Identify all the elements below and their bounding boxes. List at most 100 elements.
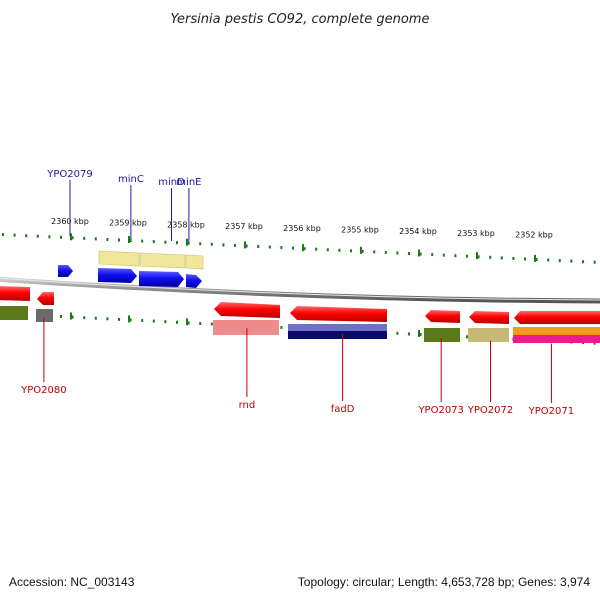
scale-tick-label: 2356 kbp bbox=[283, 224, 321, 233]
scale-major-tick bbox=[534, 254, 536, 262]
cds-rnd[interactable] bbox=[213, 320, 279, 335]
gene-label-ypo2071[interactable]: YPO2071 bbox=[528, 406, 574, 417]
scale-dot bbox=[176, 320, 178, 324]
scale-dot bbox=[350, 249, 352, 253]
scale-major-tick bbox=[128, 315, 130, 323]
scale-dot bbox=[535, 258, 538, 261]
gene-label-ypo2072[interactable]: YPO2072 bbox=[467, 405, 513, 416]
gene-ypo2080[interactable] bbox=[37, 292, 54, 305]
cds-ypo2080[interactable] bbox=[36, 309, 53, 322]
scale-dot bbox=[141, 319, 144, 323]
gene-label-rnd[interactable]: rnd bbox=[239, 400, 256, 411]
scale-dot bbox=[268, 245, 271, 249]
scale-dot bbox=[593, 341, 596, 345]
scale-dot bbox=[60, 235, 62, 239]
accession-text: Accession: NC_003143 bbox=[9, 575, 135, 589]
scale-dot bbox=[396, 331, 399, 335]
scale-dot bbox=[593, 260, 596, 264]
gene-label-ypo2073[interactable]: YPO2073 bbox=[417, 405, 463, 416]
scale-tick-labels: 2360 kbp 2359 kbp 2358 kbp 2357 kbp 2356 kbp… bbox=[51, 217, 553, 240]
scale-dot bbox=[419, 252, 422, 256]
scale-major-tick bbox=[302, 244, 304, 252]
cds-ypo2072[interactable] bbox=[468, 328, 509, 342]
cds-mind[interactable] bbox=[139, 252, 186, 269]
gene-rnd[interactable] bbox=[214, 302, 280, 318]
gene-fadd[interactable] bbox=[290, 306, 387, 322]
gene-mind[interactable] bbox=[139, 271, 184, 287]
gene-ypo2072[interactable] bbox=[469, 311, 509, 324]
forward-strand-features bbox=[58, 250, 204, 288]
scale-dot bbox=[524, 257, 526, 261]
cds-minc[interactable] bbox=[98, 250, 140, 267]
scale-dot bbox=[106, 238, 109, 241]
scale-dot bbox=[83, 236, 86, 240]
cds-fadd-lower[interactable] bbox=[288, 331, 387, 339]
gene-label-ypo2080[interactable]: YPO2080 bbox=[20, 385, 66, 396]
scale-dot bbox=[187, 241, 190, 245]
scale-dot bbox=[60, 315, 62, 318]
cds-ypo2073[interactable] bbox=[424, 328, 460, 342]
scale-major-tick bbox=[70, 312, 72, 320]
scale-dot bbox=[442, 253, 445, 257]
gene-label-mine[interactable]: minE bbox=[176, 177, 201, 188]
gene-minc[interactable] bbox=[98, 268, 137, 283]
scale-dot bbox=[547, 258, 550, 262]
scale-dot bbox=[582, 260, 584, 264]
scale-dot bbox=[152, 240, 155, 244]
scale-dot bbox=[570, 259, 573, 263]
scale-dot bbox=[118, 317, 120, 321]
cds-fadd-upper[interactable] bbox=[288, 324, 387, 332]
scale-dot bbox=[129, 318, 132, 322]
scale-major-tick bbox=[476, 252, 478, 260]
scale-dot bbox=[512, 256, 515, 260]
scale-major-tick bbox=[418, 329, 420, 337]
gene-ypo2073[interactable] bbox=[425, 310, 460, 323]
scale-dot bbox=[338, 248, 341, 252]
reverse-strand-features bbox=[0, 286, 600, 343]
gene-ypo2071[interactable] bbox=[514, 311, 600, 324]
scale-dot bbox=[280, 326, 283, 329]
scale-dot bbox=[71, 236, 74, 240]
gene-label-mind[interactable]: minD bbox=[158, 177, 185, 188]
cds-left-partial[interactable] bbox=[0, 306, 28, 320]
cds-ypo2071-magenta[interactable] bbox=[513, 335, 600, 343]
scale-dot bbox=[500, 256, 503, 260]
gene-left-partial[interactable] bbox=[0, 286, 30, 301]
scale-dot bbox=[210, 242, 213, 246]
scale-dot bbox=[558, 259, 561, 263]
scale-dot bbox=[280, 246, 283, 250]
scale-major-tick bbox=[244, 241, 246, 249]
cds-ypo2071-orange[interactable] bbox=[513, 327, 600, 335]
scale-dot bbox=[2, 233, 4, 237]
scale-dot bbox=[187, 321, 190, 325]
scale-tick-label: 2354 kbp bbox=[399, 227, 437, 236]
gene-label-minc[interactable]: minC bbox=[118, 174, 144, 185]
scale-dot bbox=[36, 234, 39, 238]
scale-major-tick bbox=[186, 318, 188, 326]
gene-ypo2079[interactable] bbox=[58, 265, 73, 277]
scale-dot bbox=[408, 332, 410, 336]
scale-dot bbox=[164, 320, 167, 324]
gene-label-ypo2079[interactable]: YPO2079 bbox=[46, 169, 92, 180]
scale-dot bbox=[454, 254, 457, 258]
scale-dot bbox=[408, 252, 410, 255]
scale-dot bbox=[118, 238, 120, 242]
scale-dot bbox=[222, 243, 225, 247]
genome-summary-text: Topology: circular; Length: 4,653,728 bp… bbox=[298, 575, 591, 589]
scale-dot bbox=[234, 243, 236, 247]
scale-tick-label: 2355 kbp bbox=[341, 226, 379, 235]
scale-dot bbox=[13, 233, 16, 237]
scale-dot bbox=[210, 322, 213, 326]
scale-dot bbox=[431, 253, 434, 257]
gene-label-fadd[interactable]: fadD bbox=[331, 404, 355, 415]
cds-mine[interactable] bbox=[185, 254, 204, 270]
scale-dot bbox=[303, 247, 306, 251]
scale-dot bbox=[176, 241, 178, 245]
gene-mine[interactable] bbox=[186, 274, 202, 288]
scale-dot bbox=[315, 247, 318, 251]
scale-dot bbox=[164, 240, 167, 244]
scale-tick-label: 2359 kbp bbox=[109, 219, 147, 228]
reverse-gene-labels: YPO2080 rnd fadD YPO2073 YPO2072 YPO2071 bbox=[20, 318, 574, 417]
